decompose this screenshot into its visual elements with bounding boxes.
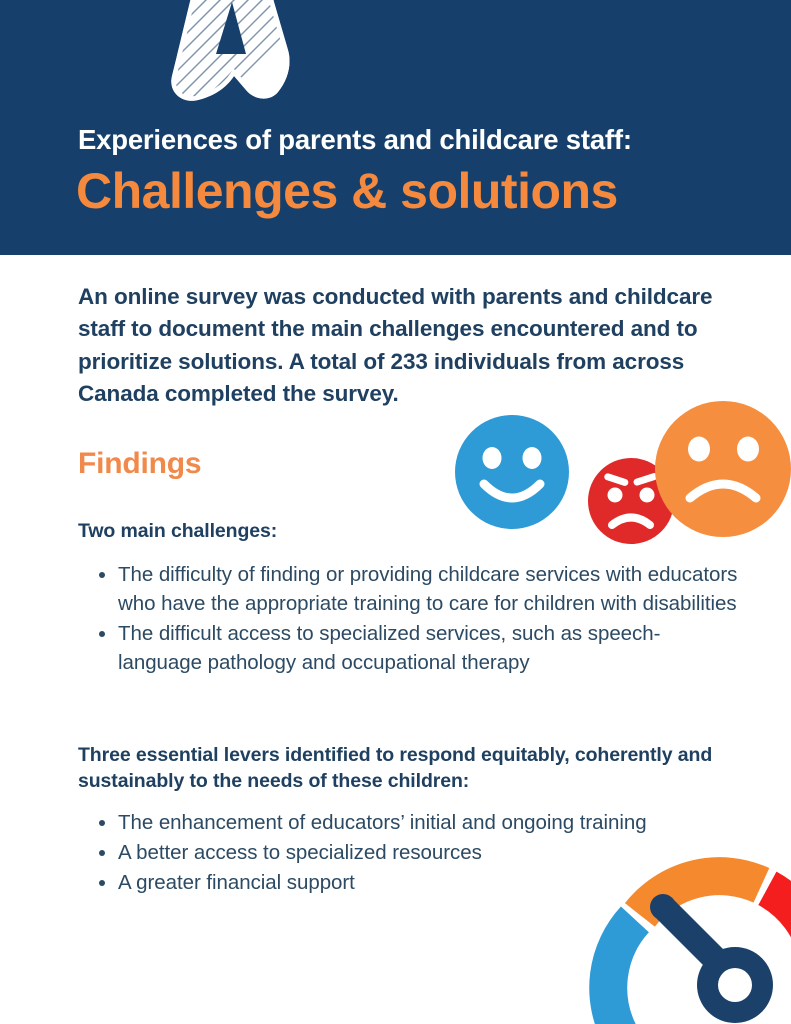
header-band: Experiences of parents and childcare sta… (0, 0, 791, 255)
levers-list: The enhancement of educators’ initial an… (86, 808, 678, 898)
challenges-list: The difficulty of finding or providing c… (86, 560, 738, 678)
list-item: The difficult access to specialized serv… (99, 619, 738, 677)
angry-face-red-icon (588, 458, 674, 544)
happy-face-blue-icon (455, 415, 569, 529)
findings-heading: Findings (78, 447, 202, 480)
header-subtitle: Experiences of parents and childcare sta… (78, 124, 632, 155)
gauge-needle-icon (650, 894, 773, 1023)
emotion-faces-illustration (452, 398, 791, 544)
sad-face-orange-icon (655, 401, 791, 537)
list-item: A greater financial support (99, 868, 678, 897)
gauge-segment-red-icon (757, 871, 791, 938)
list-item: The enhancement of educators’ initial an… (99, 808, 678, 837)
challenges-section-label: Two main challenges: (78, 520, 278, 542)
gauge-segment-blue-icon (589, 906, 650, 1024)
page-title: Challenges & solutions (76, 163, 618, 219)
sketched-letter-a-logo-icon (142, 0, 322, 118)
intro-paragraph: An online survey was conducted with pare… (78, 284, 713, 407)
list-item: A better access to specialized resources (99, 838, 678, 867)
gauge-meter-illustration (560, 806, 791, 1024)
levers-section-label: Three essential levers identified to res… (78, 744, 713, 793)
list-item: The difficulty of finding or providing c… (99, 560, 738, 618)
